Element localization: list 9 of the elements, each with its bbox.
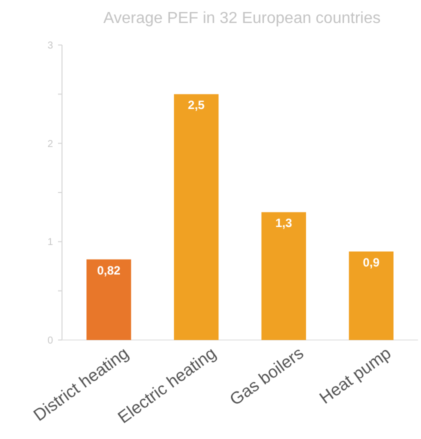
data-label: 1,3 [275,216,292,230]
bar [86,259,132,340]
chart-title: Average PEF in 32 European countries [103,10,381,27]
bar [261,212,306,340]
bar [174,94,219,340]
bar [348,252,394,340]
data-label: 2,5 [188,98,205,112]
data-label: 0,9 [362,256,380,270]
data-label: 0,82 [97,263,121,278]
